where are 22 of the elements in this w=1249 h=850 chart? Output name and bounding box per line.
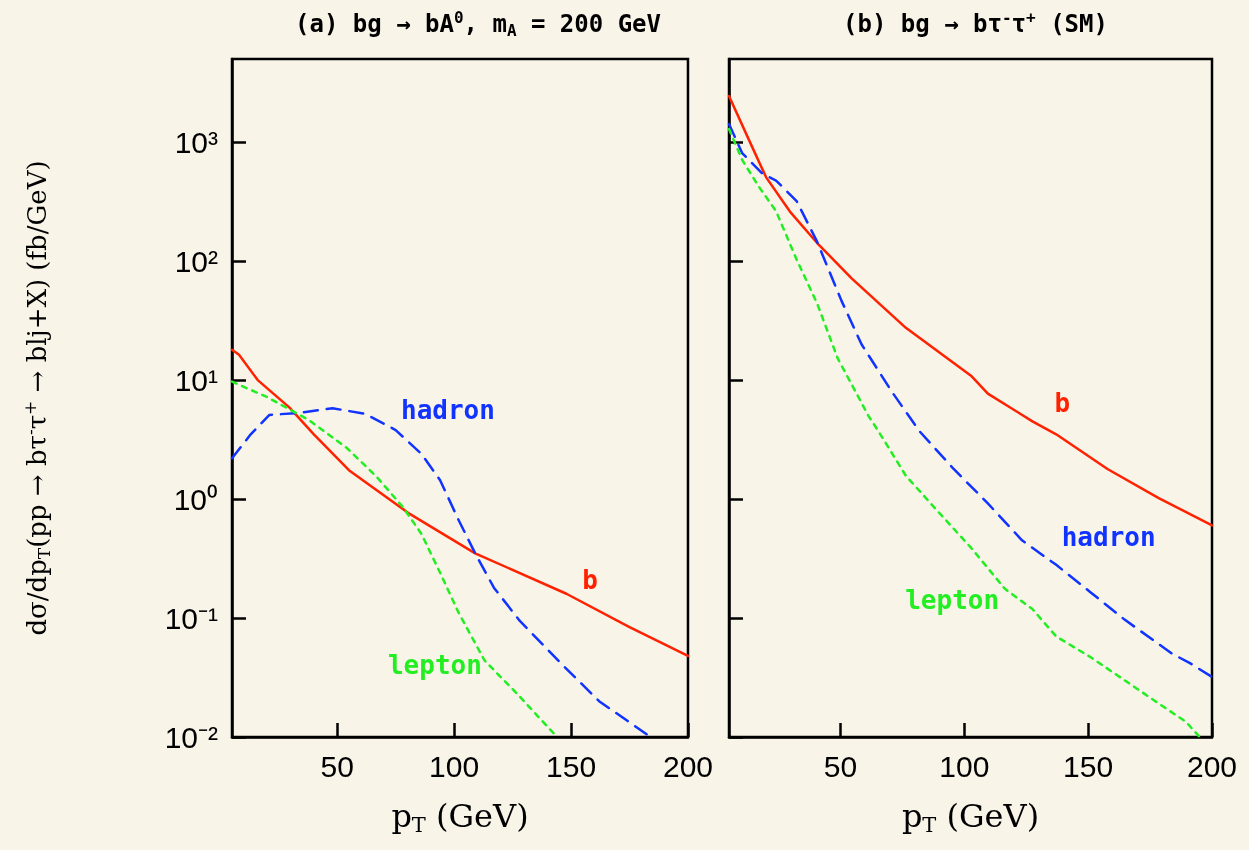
y-tick-label: 10⁻² <box>164 720 219 754</box>
y-tick-label: 10² <box>174 244 219 278</box>
y-tick-label: 10³ <box>174 125 219 159</box>
x-tick-label: 50 <box>823 749 858 783</box>
y-axis-title: dσ/dpT(pp → bτ-τ+ → blj+X) (fb/GeV) <box>19 160 54 636</box>
annotation: hadron <box>400 395 495 426</box>
y-tick-label: 10⁰ <box>173 482 218 516</box>
x-tick-label: 150 <box>1063 749 1114 783</box>
x-tick-label: 200 <box>1186 749 1238 783</box>
x-tick-label: 100 <box>939 749 990 783</box>
x-tick-label: 150 <box>546 749 597 783</box>
y-tick-label: 10⁻¹ <box>164 601 219 635</box>
annotation: hadron <box>1061 521 1156 552</box>
x-tick-label: 50 <box>320 749 354 783</box>
annotation: lepton <box>905 585 1000 616</box>
chart-title: (b) bg → bτ-τ+ (SM) <box>843 7 1108 38</box>
x-tick-label: 100 <box>429 749 480 783</box>
annotation: b <box>1054 387 1071 418</box>
annotation: lepton <box>387 650 482 681</box>
x-tick-label: 200 <box>662 749 713 783</box>
annotation: b <box>582 564 598 595</box>
y-tick-label: 10¹ <box>174 363 219 397</box>
